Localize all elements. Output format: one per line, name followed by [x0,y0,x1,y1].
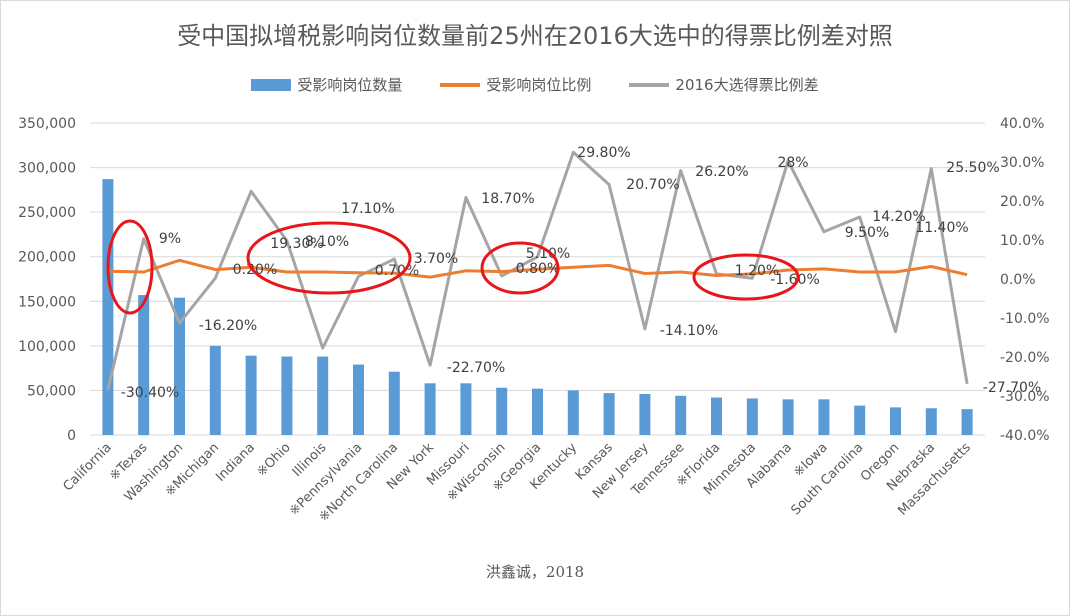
data-label-vote-margin: 1.20% [735,263,779,279]
data-label-vote-margin: -30.40% [121,385,179,401]
highlight-ellipse [246,221,412,295]
y-right-tick: 40.0% [1000,116,1044,132]
data-label-vote-margin: 29.80% [577,145,630,161]
bar-jobs [174,297,185,435]
legend-label-bars: 受影响岗位数量 [297,76,403,94]
y-left-tick: 350,000 [18,116,76,132]
x-tick-label: Indiana [213,440,258,485]
bar-jobs [245,355,257,435]
y-left-tick: 300,000 [18,161,76,177]
data-label-vote-margin: -16.20% [199,318,257,334]
bar-jobs [138,295,150,435]
bar-jobs [317,356,329,435]
y-right-tick: 30.0% [1000,155,1044,171]
series-line-vote-margin [106,150,969,391]
y-right-tick: 10.0% [1000,233,1044,249]
data-label-vote-margin: 17.10% [341,201,394,217]
bar-jobs [890,407,901,435]
data-label-vote-margin: 9% [159,231,181,247]
data-label-vote-margin: 8.10% [305,234,349,250]
data-label-vote-margin: 18.70% [481,191,534,207]
bar-jobs [424,383,436,435]
bar-jobs [639,393,651,435]
data-label-vote-margin: 3.70% [414,251,458,267]
legend-swatch-vote [629,82,670,87]
bar-jobs [961,409,973,435]
chart-credit: 洪鑫诚，2018 [485,563,585,581]
legend-label-vote: 2016大选得票比例差 [675,76,819,94]
data-label-vote-margin: -14.10% [660,323,718,339]
y-right-tick: 0.0% [1000,272,1036,288]
legend-item-bars: 受影响岗位数量 [251,74,402,95]
x-tick-label: ※Ohio [254,440,294,480]
bar-jobs [925,408,937,435]
bar-jobs [209,345,221,435]
y-right-tick: -30.0% [1000,389,1050,405]
data-label-vote-margin: -27.70% [983,380,1041,396]
data-label-vote-margin: 26.20% [695,164,748,180]
data-label-vote-margin: 28% [777,155,808,171]
data-label-vote-margin: 0.80% [516,261,560,277]
legend-item-ratio: 受影响岗位比例 [440,74,591,95]
y-left-tick: 100,000 [18,339,76,355]
data-label-vote-margin: 19.30% [270,236,323,252]
data-label-vote-margin: 5.10% [526,246,570,262]
bar-jobs [675,395,687,435]
chart-title: 受中国拟增税影响岗位数量前25州在2016大选中的得票比例差对照 [177,22,893,50]
data-label-vote-margin: 14.20% [872,209,925,225]
bar-jobs [818,399,830,435]
legend: 受影响岗位数量 受影响岗位比例 2016大选得票比例差 [0,74,1070,95]
bar-jobs [532,388,543,435]
y-left-tick: 150,000 [18,294,76,310]
y-left-tick: 50,000 [27,383,76,399]
bar-jobs [388,371,400,435]
bar-jobs [460,383,472,435]
y-right-tick: -40.0% [1000,428,1050,444]
bar-jobs [102,179,114,435]
y-left-tick: 250,000 [18,205,76,221]
bar-jobs [353,364,364,435]
bar-jobs [854,405,866,435]
bar-jobs [782,399,794,435]
data-label-vote-margin: -22.70% [447,360,505,376]
y-right-tick: 20.0% [1000,194,1044,210]
y-right-tick: -20.0% [1000,350,1050,366]
data-label-vote-margin: 25.50% [946,160,999,176]
legend-swatch-ratio [440,82,481,87]
legend-item-vote: 2016大选得票比例差 [629,74,819,95]
data-label-vote-margin: 9.50% [845,225,889,241]
data-label-vote-margin: 0.20% [233,262,277,278]
highlight-ellipse [106,219,154,315]
data-label-vote-margin: -1.60% [770,272,820,288]
bar-jobs [281,356,293,435]
y-right-tick: -10.0% [1000,311,1050,327]
x-tick-label: California [60,440,114,494]
y-left-tick: 200,000 [18,250,76,266]
bar-jobs [711,397,722,435]
y-left-tick: 0 [67,428,76,444]
legend-swatch-bars [251,78,292,91]
bar-jobs [496,387,508,435]
data-label-vote-margin: 11.40% [915,220,968,236]
bar-jobs [746,398,758,435]
bar-jobs [603,393,615,435]
legend-label-ratio: 受影响岗位比例 [486,76,592,94]
highlight-ellipse [692,253,800,301]
bar-jobs [567,390,579,435]
data-label-vote-margin: 20.70% [626,177,679,193]
highlight-ellipse [480,241,560,295]
